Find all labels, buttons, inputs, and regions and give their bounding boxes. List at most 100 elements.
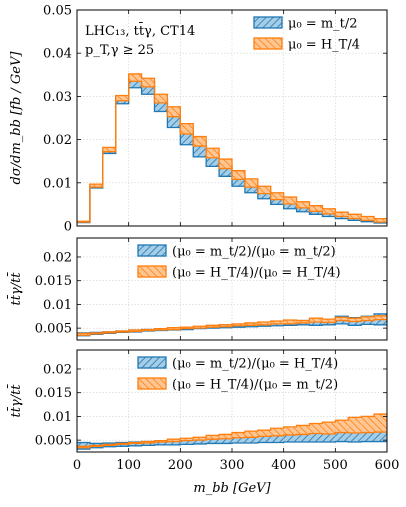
band-bin [309,318,323,322]
band-bin [206,437,220,444]
series-lower-edge [77,318,387,336]
series-orange [77,315,387,336]
band-bin [128,330,142,332]
band-bin [244,178,258,188]
band-bin [128,76,142,88]
series-orange [77,413,387,449]
band-bin [180,438,194,441]
band-bin [180,439,194,445]
y-tick-label: 0.005 [35,434,72,449]
y-tick-label: 0.005 [35,322,72,337]
band-bin [193,326,207,329]
band-bin [322,208,336,214]
band-bin [257,434,271,443]
band-bin [77,446,90,448]
band-bin [296,201,310,208]
info-text: p_T,γ ≥ 25 [85,43,154,58]
band-bin [257,321,271,325]
band-bin [154,94,168,103]
band-bin [219,434,232,439]
legend-label: (μ₀ = m_t/2)/(μ₀ = m_t/2) [172,245,336,260]
legend-swatch [137,265,167,278]
band-bin [232,176,245,187]
y-tick-label: 0.05 [43,4,72,19]
legend-label: μ₀ = H_T/4 [288,38,360,53]
legend-label: (μ₀ = m_t/2)/(μ₀ = H_T/4) [172,357,338,372]
band-bin [257,191,271,199]
legend-label: μ₀ = m_t/2 [288,17,358,32]
band-bin [296,320,310,323]
x-tick-label: 400 [271,458,296,473]
legend-swatch [137,356,167,369]
y-axis-label: tt̄γ/tt̄ [7,271,24,305]
band-bin [244,435,258,443]
band-bin [219,159,232,169]
y-tick-label: 0.03 [43,90,72,105]
band-bin [257,186,271,194]
band-bin [193,136,207,147]
legend-swatch [253,37,283,50]
band-bin [167,327,181,330]
band-bin [244,184,258,193]
band-bin [219,436,232,444]
series-upper-edge [77,315,387,335]
band-bin [348,214,362,219]
series-lower-edge [77,80,387,223]
band-bin [141,441,155,443]
band-bin [232,436,245,443]
band-bin [167,106,181,117]
y-tick-label: 0.01 [43,298,72,313]
band-bin [270,192,284,200]
y-tick-label: 0.02 [43,362,72,377]
band-bin [309,205,323,212]
y-axis-label: tt̄γ/tt̄ [7,383,24,417]
band-bin [193,438,207,444]
band-bin [270,433,284,443]
band-bin [154,328,168,331]
band-bin [348,318,362,322]
band-bin [244,431,258,438]
band-bin [296,206,310,212]
band-bin [219,165,232,177]
band-bin [206,325,220,328]
band-bin [283,320,297,324]
band-bin [244,322,258,326]
x-tick-label: 100 [116,458,141,473]
band-bin [348,417,362,434]
y-axis-label: dσ/dm_bb [fb / GeV] [9,51,24,185]
band-bin [322,319,336,323]
band-bin [102,147,116,152]
band-bin [296,425,310,435]
legend-swatch [137,377,167,390]
ratio-panel-2: 0.005 0.01 0.015 0.02 0 100 200 300 400 500 600 tt̄… [7,349,399,496]
ratio-panel-1: 0.005 0.01 0.015 0.02 tt̄γ/tt̄ (μ₀ = m_t/2)/(… [7,237,388,341]
band-bin [322,422,336,434]
band-bin [296,432,310,443]
y-tick-label: 0.015 [35,386,72,401]
band-bin [180,327,194,329]
series-orange [77,73,387,223]
band-bin [167,439,181,442]
band-bin [283,202,297,209]
y-tick-label: 0.01 [43,410,72,425]
x-tick-label: 200 [168,458,193,473]
info-text: LHC₁₃, tt̄γ, CT14 [85,22,195,39]
band-bin [361,416,375,433]
band-bin [219,324,232,327]
band-bin [309,423,323,434]
y-tick-label: 0.02 [43,133,72,148]
band-bin [270,428,284,436]
band-bin [361,316,375,321]
legend-swatch [253,16,283,29]
band-bin [335,317,349,321]
band-bin [154,440,168,443]
y-tick-label: 0 [64,220,72,235]
band-bin [283,197,297,204]
y-tick-label: 0.02 [43,250,72,265]
band-bin [232,432,245,438]
band-bin [335,212,349,217]
main-panel: 0 0.01 0.02 0.03 0.04 0.05 dσ/dm_bb [fb / GeV]… [9,4,388,235]
band-bin [335,420,349,433]
series-upper-edge [77,413,387,447]
band-bin [270,321,284,324]
